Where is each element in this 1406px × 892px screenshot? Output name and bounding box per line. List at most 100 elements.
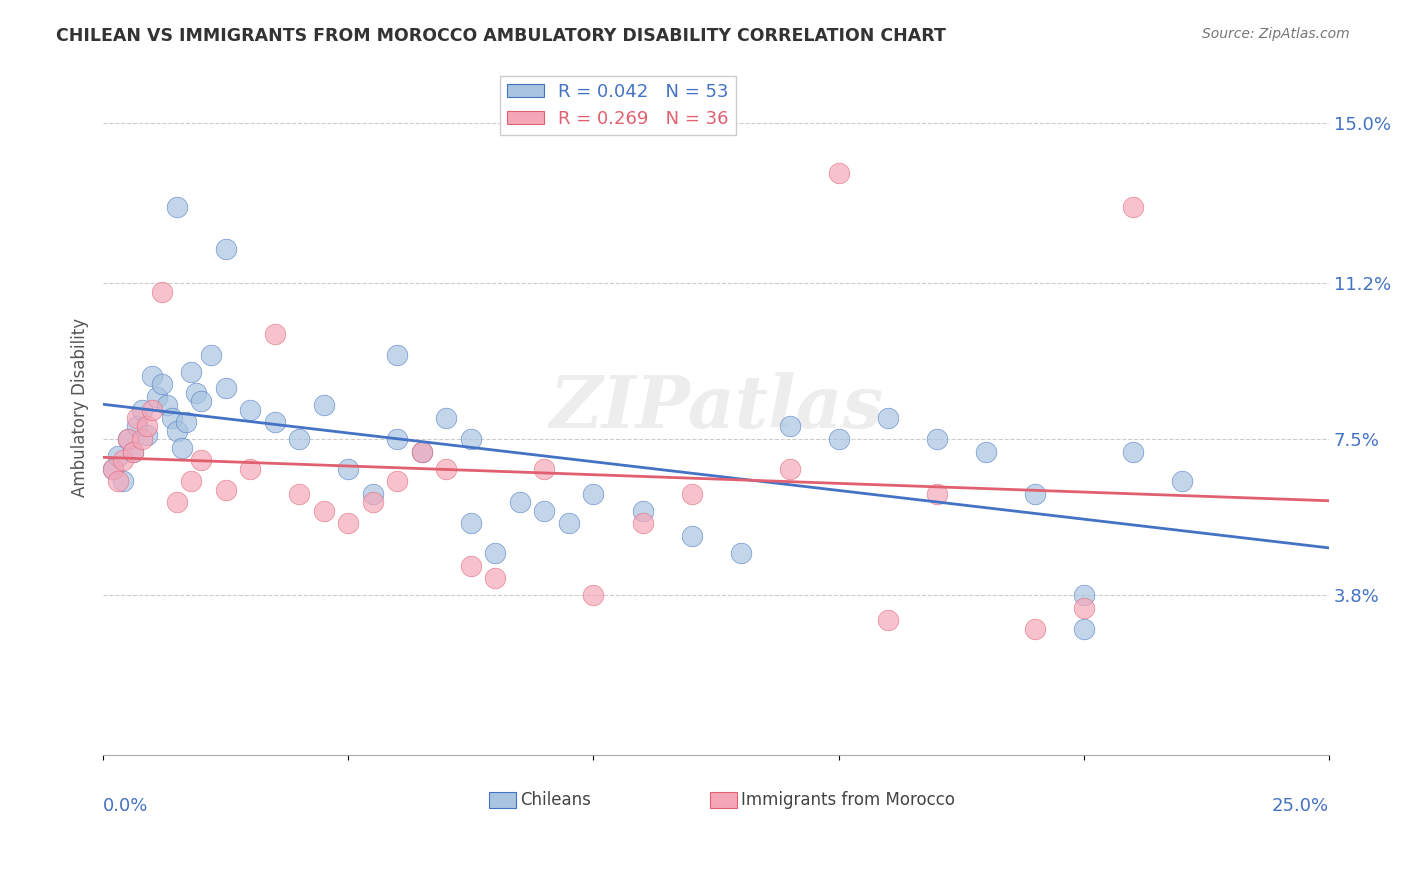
Point	[681, 529, 703, 543]
Point	[136, 419, 159, 434]
Point	[876, 614, 898, 628]
Point	[974, 444, 997, 458]
Point	[186, 385, 208, 400]
Point	[337, 516, 360, 531]
Text: ZIPatlas: ZIPatlas	[548, 372, 883, 443]
Point	[166, 200, 188, 214]
Point	[533, 504, 555, 518]
Point	[180, 365, 202, 379]
Point	[127, 419, 149, 434]
Point	[1073, 622, 1095, 636]
Point	[681, 487, 703, 501]
Point	[200, 348, 222, 362]
Point	[779, 419, 801, 434]
Point	[434, 411, 457, 425]
Point	[215, 243, 238, 257]
Point	[582, 487, 605, 501]
Point	[509, 495, 531, 509]
Point	[312, 504, 335, 518]
Point	[558, 516, 581, 531]
Point	[131, 402, 153, 417]
Point	[288, 487, 311, 501]
Point	[460, 516, 482, 531]
Y-axis label: Ambulatory Disability: Ambulatory Disability	[72, 318, 89, 497]
Point	[631, 504, 654, 518]
Point	[101, 461, 124, 475]
Point	[166, 424, 188, 438]
Point	[131, 432, 153, 446]
Point	[1122, 444, 1144, 458]
Point	[141, 402, 163, 417]
Point	[925, 432, 948, 446]
Point	[312, 398, 335, 412]
Point	[582, 588, 605, 602]
Point	[117, 432, 139, 446]
Point	[460, 432, 482, 446]
Point	[107, 475, 129, 489]
Point	[127, 411, 149, 425]
Point	[121, 444, 143, 458]
Point	[1073, 600, 1095, 615]
Point	[190, 453, 212, 467]
Point	[1171, 475, 1194, 489]
Point	[156, 398, 179, 412]
Point	[631, 516, 654, 531]
Point	[533, 461, 555, 475]
Bar	[489, 792, 516, 807]
Point	[827, 166, 849, 180]
Point	[176, 415, 198, 429]
Point	[215, 382, 238, 396]
Point	[361, 487, 384, 501]
Text: Chileans: Chileans	[520, 791, 591, 809]
Point	[146, 390, 169, 404]
Text: Source: ZipAtlas.com: Source: ZipAtlas.com	[1202, 27, 1350, 41]
Point	[101, 461, 124, 475]
Point	[166, 495, 188, 509]
Text: 25.0%: 25.0%	[1272, 797, 1329, 815]
Point	[170, 441, 193, 455]
Point	[190, 394, 212, 409]
Point	[150, 285, 173, 299]
Point	[387, 432, 409, 446]
Point	[434, 461, 457, 475]
Point	[141, 368, 163, 383]
Point	[215, 483, 238, 497]
Text: CHILEAN VS IMMIGRANTS FROM MOROCCO AMBULATORY DISABILITY CORRELATION CHART: CHILEAN VS IMMIGRANTS FROM MOROCCO AMBUL…	[56, 27, 946, 45]
Point	[150, 377, 173, 392]
Point	[460, 558, 482, 573]
Point	[925, 487, 948, 501]
Point	[263, 415, 285, 429]
Point	[160, 411, 183, 425]
Point	[263, 326, 285, 341]
Text: Immigrants from Morocco: Immigrants from Morocco	[741, 791, 955, 809]
Point	[1122, 200, 1144, 214]
Point	[827, 432, 849, 446]
Point	[411, 444, 433, 458]
Point	[411, 444, 433, 458]
Point	[107, 449, 129, 463]
Point	[111, 475, 134, 489]
Point	[111, 453, 134, 467]
Point	[239, 402, 262, 417]
Point	[730, 546, 752, 560]
Point	[337, 461, 360, 475]
Point	[1024, 622, 1046, 636]
Legend: R = 0.042   N = 53, R = 0.269   N = 36: R = 0.042 N = 53, R = 0.269 N = 36	[501, 76, 735, 135]
Point	[387, 475, 409, 489]
Point	[180, 475, 202, 489]
Point	[117, 432, 139, 446]
Point	[136, 428, 159, 442]
Point	[1024, 487, 1046, 501]
Bar	[710, 792, 737, 807]
Point	[876, 411, 898, 425]
Point	[361, 495, 384, 509]
Point	[387, 348, 409, 362]
Point	[288, 432, 311, 446]
Point	[1073, 588, 1095, 602]
Point	[121, 444, 143, 458]
Point	[239, 461, 262, 475]
Point	[779, 461, 801, 475]
Point	[484, 546, 506, 560]
Text: 0.0%: 0.0%	[103, 797, 149, 815]
Point	[484, 571, 506, 585]
